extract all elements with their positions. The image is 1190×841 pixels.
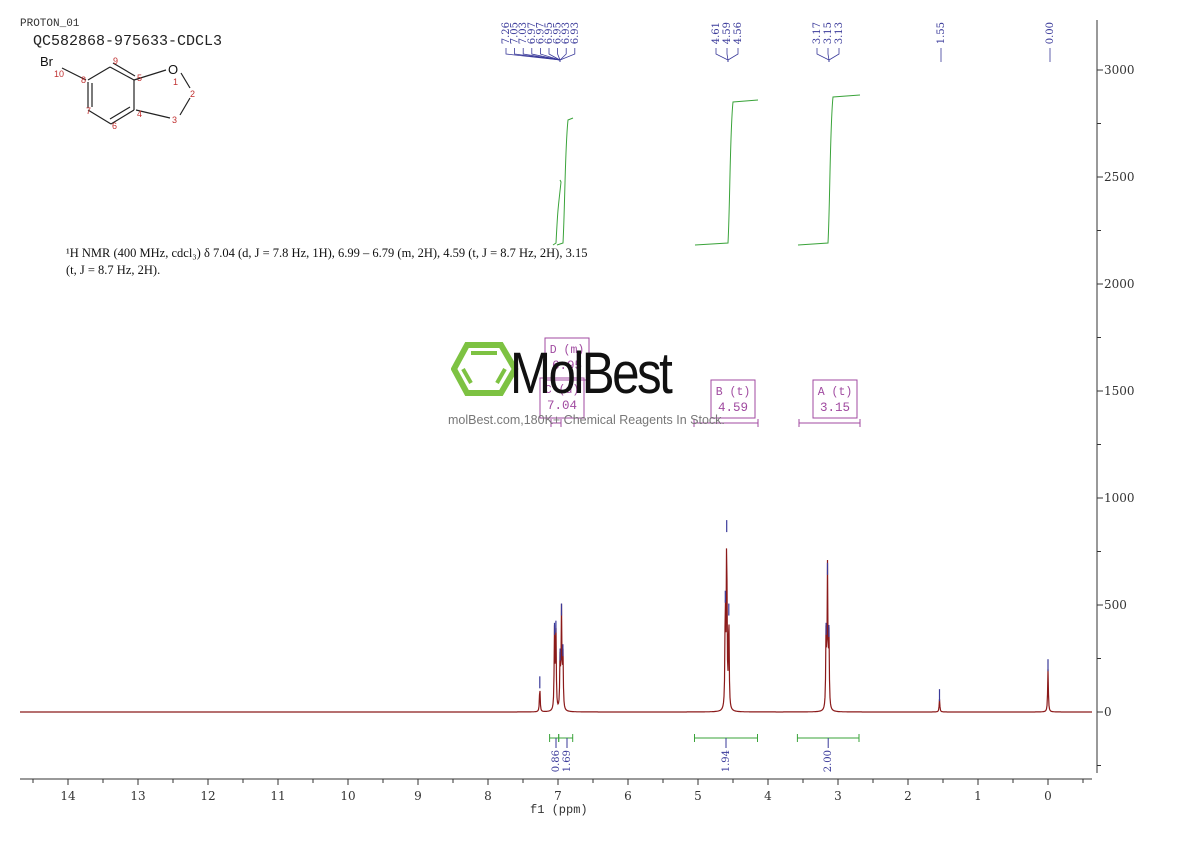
x-tick-label: 3 bbox=[834, 789, 842, 803]
y-tick-label: 2000 bbox=[1104, 277, 1135, 291]
y-tick-label: 2500 bbox=[1104, 170, 1135, 184]
watermark-brand: MolBest bbox=[510, 341, 673, 406]
x-tick-label: 4 bbox=[764, 789, 772, 803]
molbest-logo-icon bbox=[451, 342, 519, 396]
peak-label: 7.03 bbox=[518, 22, 529, 44]
peak-label: 1.55 bbox=[936, 22, 947, 44]
integral-curve bbox=[556, 117, 574, 246]
peak-label: 6.97 bbox=[535, 22, 546, 44]
peak-label: 3.15 bbox=[823, 22, 834, 44]
nmr-description-line2: (t, J = 8.7 Hz, 2H). bbox=[66, 263, 161, 277]
nmr-description: ¹H NMR (400 MHz, cdcl₃) δ 7.04 (d, J = 7… bbox=[66, 245, 646, 279]
peak-label: 0.00 bbox=[1045, 22, 1056, 44]
x-tick-label: 12 bbox=[200, 789, 215, 803]
peak-label: 3.13 bbox=[834, 22, 845, 44]
x-tick-label: 9 bbox=[414, 789, 422, 803]
atom-num: 10 bbox=[54, 69, 64, 79]
multiplet-label: A (t) bbox=[818, 386, 853, 399]
atom-num: 7 bbox=[86, 106, 91, 116]
x-tick-label: 6 bbox=[624, 789, 632, 803]
integral-curve bbox=[797, 94, 861, 246]
x-axis-label: f1 (ppm) bbox=[530, 803, 588, 817]
peak-label: 6.95 bbox=[544, 22, 555, 44]
x-tick-label: 5 bbox=[694, 789, 702, 803]
peak-label: 7.05 bbox=[510, 22, 521, 44]
sample-id: QC582868-975633-CDCL3 bbox=[33, 33, 223, 50]
atom-br: Br bbox=[40, 54, 54, 69]
watermark-tagline: molBest.com,180K+ Chemical Reagents In S… bbox=[448, 413, 725, 427]
atom-num: 1 bbox=[173, 77, 178, 87]
y-tick-label: 3000 bbox=[1104, 63, 1135, 77]
multiplet-box bbox=[544, 337, 590, 381]
multiplet-box bbox=[710, 379, 756, 419]
x-tick-label: 2 bbox=[904, 789, 912, 803]
x-tick-label: 13 bbox=[130, 789, 145, 803]
peak-label: 6.95 bbox=[553, 22, 564, 44]
atom-num: 8 bbox=[81, 75, 86, 85]
peak-label: 4.61 bbox=[711, 22, 722, 44]
x-tick-label: 14 bbox=[60, 789, 76, 803]
x-tick-label: 8 bbox=[484, 789, 492, 803]
atom-num: 3 bbox=[172, 115, 177, 125]
atom-num: 6 bbox=[112, 121, 117, 131]
multiplet-shift: 3.15 bbox=[820, 401, 850, 415]
chemical-structure: Br O 10 8 9 5 1 2 3 4 6 7 bbox=[40, 54, 195, 131]
peak-label: 4.56 bbox=[733, 22, 744, 44]
x-tick-label: 7 bbox=[554, 789, 562, 803]
atom-num: 5 bbox=[137, 73, 142, 83]
peak-label: 7.26 bbox=[501, 22, 512, 44]
multiplet-shift: 7.04 bbox=[547, 399, 577, 413]
integral-value: 1.94 bbox=[721, 750, 732, 772]
multiplet-label: D (m) bbox=[550, 344, 585, 357]
x-tick-label: 11 bbox=[270, 789, 285, 803]
multiplet-label: B (t) bbox=[716, 386, 751, 399]
peak-label: 3.17 bbox=[812, 22, 823, 44]
y-tick-label: 1000 bbox=[1104, 491, 1135, 505]
atom-num: 4 bbox=[137, 109, 142, 119]
integral-curve bbox=[694, 99, 759, 246]
y-tick-label: 500 bbox=[1104, 598, 1127, 612]
nmr-description-line1: ¹H NMR (400 MHz, cdcl₃) δ 7.04 (d, J = 7… bbox=[66, 246, 588, 260]
atom-num: 2 bbox=[190, 89, 195, 99]
x-tick-label: 10 bbox=[340, 789, 355, 803]
peak-label: 6.93 bbox=[570, 22, 581, 44]
x-tick-label: 1 bbox=[974, 789, 982, 803]
peak-label: 6.97 bbox=[527, 22, 538, 44]
x-tick-label: 0 bbox=[1044, 789, 1052, 803]
multiplet-box bbox=[539, 377, 585, 419]
y-tick-label: 1500 bbox=[1104, 384, 1135, 398]
integral-value: 1.69 bbox=[562, 750, 573, 772]
atom-o: O bbox=[168, 62, 178, 77]
integral-value: 0.86 bbox=[551, 750, 562, 772]
multiplet-box bbox=[812, 379, 858, 419]
multiplet-shift: 4.59 bbox=[718, 401, 748, 415]
peak-label: 6.93 bbox=[561, 22, 572, 44]
integral-value: 2.00 bbox=[823, 750, 834, 772]
experiment-name: PROTON_01 bbox=[20, 18, 80, 30]
y-tick-label: 0 bbox=[1104, 705, 1112, 719]
peak-label: 4.59 bbox=[722, 22, 733, 44]
multiplet-label: C (d) bbox=[545, 384, 580, 397]
integral-curve bbox=[552, 179, 562, 246]
multiplet-shift: 6.95 bbox=[552, 359, 582, 373]
atom-num: 9 bbox=[113, 56, 118, 66]
